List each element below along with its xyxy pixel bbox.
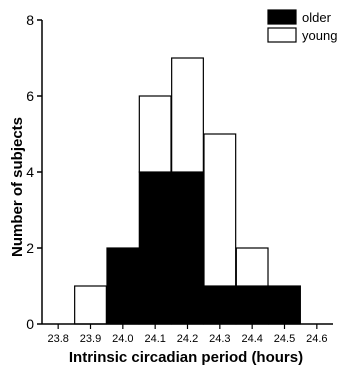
legend-label-older: older [302, 10, 332, 25]
bar-older-24.4 [235, 285, 269, 325]
bar-young-24.2 [171, 57, 204, 173]
y-tick-label-2: 2 [26, 240, 34, 256]
y-tick-label-0: 0 [26, 316, 34, 332]
x-tick-label-24.4: 24.4 [241, 333, 262, 345]
bar-young-24.3 [203, 133, 237, 287]
x-axis-title: Intrinsic circadian period (hours) [69, 349, 303, 366]
legend: older young [267, 9, 337, 43]
x-tick-label-24.6: 24.6 [306, 333, 327, 345]
bar-older-24.3 [203, 285, 237, 325]
x-tick-label-23.9: 23.9 [80, 333, 101, 345]
x-tick-label-24.3: 24.3 [209, 333, 230, 345]
x-tick-label-23.8: 23.8 [47, 333, 68, 345]
x-tick-label-24.0: 24.0 [112, 333, 133, 345]
bar-young-24.1 [138, 95, 172, 173]
y-ticks-group: 0 2 4 6 8 [26, 12, 42, 332]
x-tick-label-24.5: 24.5 [274, 333, 295, 345]
x-ticks-group: 23.8 23.9 24.0 24.1 24.2 24.3 24.4 24.5 24.6 [47, 324, 328, 345]
legend-label-young: young [302, 28, 337, 43]
bar-older-24.1 [138, 171, 172, 325]
y-axis-title: Number of subjects [9, 117, 26, 257]
legend-swatch-older [267, 9, 297, 25]
y-tick-label-8: 8 [26, 12, 34, 28]
bar-older-24.5 [268, 285, 301, 325]
x-tick-label-24.1: 24.1 [144, 333, 165, 345]
bar-older-24.0 [106, 247, 140, 325]
legend-swatch-young [267, 27, 297, 43]
bar-older-24.2 [171, 171, 204, 325]
y-tick-label-6: 6 [26, 88, 34, 104]
bars-group [74, 57, 301, 325]
x-tick-label-24.2: 24.2 [177, 333, 198, 345]
bar-young-24.4 [235, 247, 269, 287]
bar-young-23.9 [74, 285, 107, 325]
y-tick-label-4: 4 [26, 164, 34, 180]
